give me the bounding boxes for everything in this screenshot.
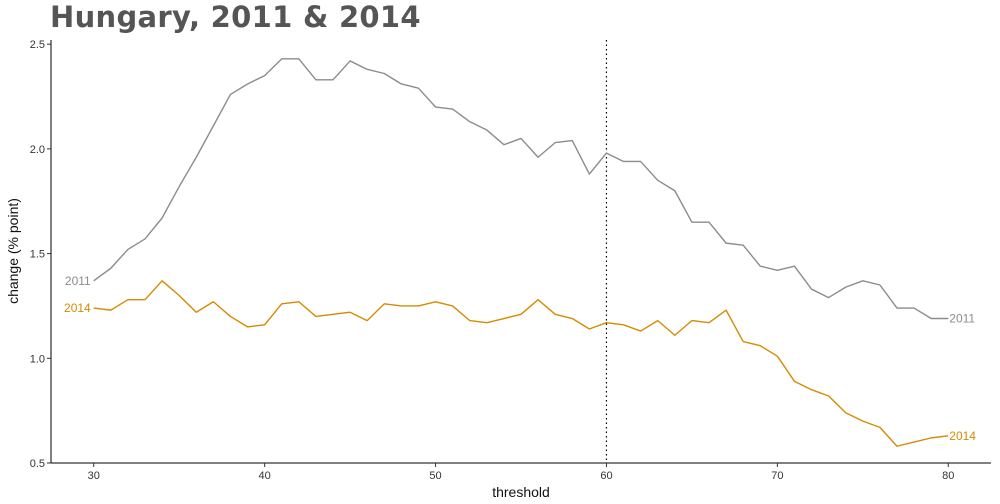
y-tick-label: 2.5 bbox=[30, 39, 45, 51]
x-tick-label: 40 bbox=[259, 470, 271, 482]
y-tick-label: 1.5 bbox=[30, 249, 45, 261]
y-tick-label: 2.0 bbox=[30, 144, 45, 156]
series-line-2014 bbox=[93, 280, 949, 447]
series-end-label-2011: 2011 bbox=[949, 312, 975, 326]
x-tick-label: 70 bbox=[771, 470, 783, 482]
ticks-layer: 30 40 50 60 70 80 0.5 1.0 1.5 2.0 2.5 bbox=[30, 39, 955, 482]
series-labels-layer: 2011 2011 2014 2014 bbox=[64, 274, 976, 443]
axes-layer bbox=[50, 40, 991, 464]
series-end-label-2014: 2014 bbox=[949, 429, 976, 443]
x-tick-label: 80 bbox=[942, 470, 954, 482]
y-axis-title: change (% point) bbox=[5, 198, 21, 304]
x-tick-label: 60 bbox=[600, 470, 612, 482]
x-tick-label: 30 bbox=[88, 470, 100, 482]
x-tick-label: 50 bbox=[429, 470, 441, 482]
series-line-2011 bbox=[93, 58, 949, 320]
series-start-label-2011: 2011 bbox=[65, 274, 91, 288]
x-axis-title: threshold bbox=[492, 484, 550, 500]
y-tick-label: 0.5 bbox=[30, 458, 45, 470]
y-tick-label: 1.0 bbox=[30, 353, 45, 365]
series-start-label-2014: 2014 bbox=[64, 301, 91, 315]
series-layer bbox=[93, 58, 949, 447]
chart-title: Hungary, 2011 & 2014 bbox=[50, 0, 421, 34]
